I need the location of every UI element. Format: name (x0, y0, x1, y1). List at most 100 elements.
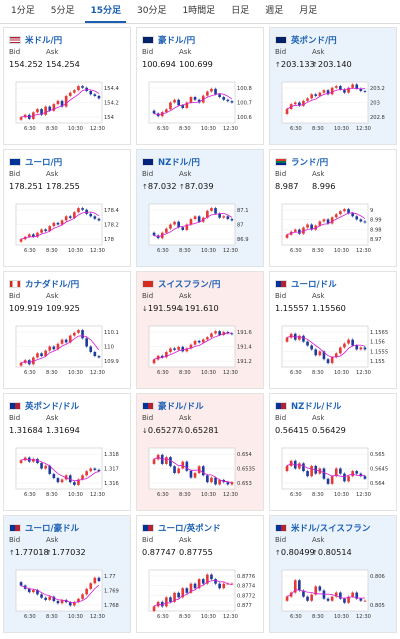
bid-value: ↑0.80499 (275, 547, 315, 557)
pair-name-link[interactable]: NZドル/円 (158, 158, 200, 168)
candle-body (173, 221, 176, 225)
pair-name-link[interactable]: ユーロ/英ポンド (158, 524, 221, 534)
pair-name-link[interactable]: カナダドル/円 (25, 280, 80, 290)
tab-timeframe[interactable]: 月足 (299, 6, 318, 16)
y-tick-label: 1.317 (104, 467, 119, 473)
candle-body (318, 351, 322, 356)
rate-card[interactable]: NZドル/円 Bid Ask ↑87.032 ↑87.039 87.1 87 86.9 6:30… (136, 149, 264, 267)
candle-body (193, 340, 197, 345)
rate-card[interactable]: ユーロ/円 Bid Ask 178.251 178.255 178.4 178.2 178 6:… (3, 149, 131, 267)
pair-name-link[interactable]: 英ポンド/円 (291, 36, 337, 46)
pair-name-link[interactable]: ユーロ/豪ドル (25, 524, 80, 534)
candle-body (89, 346, 93, 352)
tab-timeframe[interactable]: 週足 (265, 6, 284, 16)
rate-card[interactable]: 米ドル/スイスフラン Bid Ask ↑0.80499 ↑0.80514 0.806 0.8… (269, 515, 397, 633)
rate-card[interactable]: ユーロ/ドル Bid Ask 1.15557 1.15560 1.1565 1.156 1.1… (269, 271, 397, 389)
pair-name-link[interactable]: 英ポンド/ドル (25, 402, 80, 412)
candle-body (181, 227, 185, 230)
candle-body (306, 341, 309, 346)
tab-timeframe[interactable]: 1分足 (11, 6, 35, 16)
bid-ask-values: 0.87747 0.87755 (142, 547, 213, 557)
candle-body (306, 98, 309, 101)
pair-name-link[interactable]: 米ドル/スイスフラン (291, 524, 371, 534)
trend-arrow: ↑ (46, 549, 52, 557)
moving-average-line (153, 212, 233, 238)
bid-ask-values: 100.694 100.699 (142, 59, 213, 69)
candle-body (44, 465, 47, 469)
tab-timeframe[interactable]: 15分足 (85, 1, 126, 23)
candle-body (230, 101, 234, 103)
pair-name-link[interactable]: 豪ドル/円 (158, 36, 196, 46)
pair-name-link[interactable]: スイスフラン/円 (158, 280, 221, 290)
flag-eu-au-icon (9, 524, 21, 532)
bid-ask-labels: Bid Ask (275, 170, 325, 178)
y-tick-label: 100.7 (237, 101, 252, 107)
candle-body (19, 362, 23, 366)
rate-card[interactable]: ユーロ/豪ドル Bid Ask ↑1.77018 ↑1.77032 1.77 1.769 1.… (3, 515, 131, 633)
candle-body (64, 339, 68, 343)
rate-card[interactable]: スイスフラン/円 Bid Ask ↓191.594 ↓191.610 191.6 191.4… (136, 271, 264, 389)
bid-ask-values: ↑203.133 ↑203.140 (275, 59, 352, 69)
rate-card[interactable]: 豪ドル/ドル Bid Ask ↓0.65277 ↓0.65281 0.654 0.6535 0… (136, 393, 264, 511)
candle-body (214, 579, 217, 584)
pair-name-link[interactable]: NZドル/ドル (291, 402, 342, 412)
candle-body (169, 597, 172, 602)
x-tick-label: 6:30 (24, 126, 36, 132)
candle-body (77, 479, 80, 485)
ask-label: Ask (46, 414, 59, 422)
candle-body (293, 102, 297, 105)
pair-name-link[interactable]: 米ドル/円 (25, 36, 63, 46)
x-tick-label: 8:30 (46, 370, 58, 376)
candle-body (52, 104, 56, 111)
tab-timeframe[interactable]: 30分足 (137, 6, 167, 16)
candle-body (77, 208, 80, 213)
rate-card[interactable]: 豪ドル/円 Bid Ask 100.694 100.699 100.8 100.7 100.6… (136, 27, 264, 145)
y-tick-label: 87 (237, 223, 244, 229)
x-tick-label: 6:30 (290, 492, 302, 498)
rate-card[interactable]: 英ポンド/円 Bid Ask ↑203.133 ↑203.140 203.2 203 202.… (269, 27, 397, 145)
rate-card[interactable]: 英ポンド/ドル Bid Ask 1.31684 1.31694 1.318 1.317 1.3… (3, 393, 131, 511)
candle-body (48, 346, 52, 351)
candle-body (152, 110, 156, 114)
rate-card[interactable]: ランド/円 Bid Ask 8.987 8.996 9 8.99 8.98 8.97 6:30 8:… (269, 149, 397, 267)
candle-body (93, 351, 97, 357)
candle-body (355, 216, 359, 220)
flag-nz-us-icon (275, 402, 287, 410)
bid-value: 154.252 (9, 59, 43, 69)
tab-timeframe[interactable]: 日足 (231, 6, 250, 16)
rate-card[interactable]: カナダドル/円 Bid Ask 109.919 109.925 110.1 110 109.9… (3, 271, 131, 389)
candle-body (185, 348, 189, 352)
x-tick-label: 12:30 (223, 248, 238, 254)
candle-body (298, 335, 301, 340)
candle-body (52, 222, 56, 227)
pair-name-link[interactable]: ランド/円 (291, 158, 329, 168)
candle-body (36, 458, 39, 464)
card-header: ユーロ/豪ドル (9, 522, 79, 534)
pair-name-link[interactable]: 豪ドル/ドル (158, 402, 204, 412)
y-tick-label: 1.77 (104, 574, 116, 580)
flag-gb-us-icon (9, 402, 21, 410)
rate-card[interactable]: 米ドル/円 Bid Ask 154.252 154.254 154.4 154.2 154 6:… (3, 27, 131, 145)
y-tick-label: 0.8776 (237, 574, 255, 580)
tab-timeframe[interactable]: 1時間足 (182, 6, 216, 16)
bid-label: Bid (9, 170, 21, 178)
y-tick-label: 87.1 (237, 208, 249, 214)
moving-average-line (20, 335, 100, 364)
pair-name-link[interactable]: ユーロ/円 (25, 158, 63, 168)
rate-card[interactable]: ユーロ/英ポンド Bid Ask 0.87747 0.87755 0.8776 0.8774… (136, 515, 264, 633)
candle-body (214, 88, 217, 95)
ask-value: 0.87755 (179, 547, 213, 557)
candle-body (351, 471, 354, 477)
ask-value: 0.56429 (312, 425, 346, 435)
tab-timeframe[interactable]: 5分足 (50, 6, 75, 16)
trend-arrow: ↑ (312, 549, 318, 557)
candle-body (36, 109, 39, 113)
candle-body (347, 476, 350, 482)
bid-value: ↑1.77018 (9, 547, 49, 557)
candle-body (60, 599, 64, 604)
x-tick-label: 12:30 (90, 370, 105, 376)
pair-name-link[interactable]: ユーロ/ドル (291, 280, 337, 290)
rate-card[interactable]: NZドル/ドル Bid Ask 0.56415 0.56429 0.565 0.5645 0.… (269, 393, 397, 511)
card-header: スイスフラン/円 (142, 278, 220, 290)
candle-body (222, 216, 226, 218)
